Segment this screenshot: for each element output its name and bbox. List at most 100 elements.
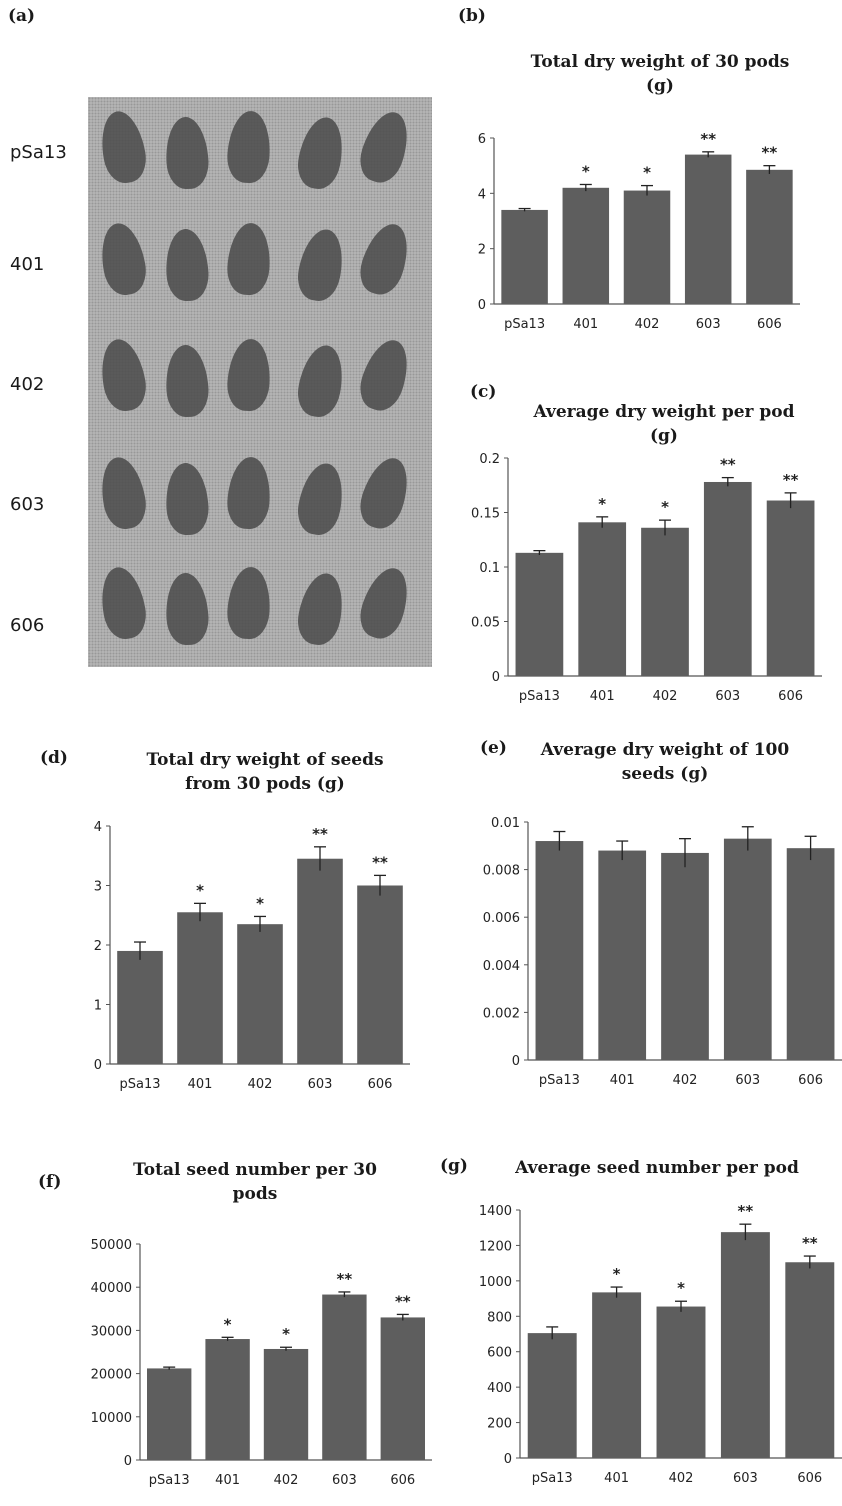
- y-tick-label: 400: [487, 1381, 512, 1396]
- significance-label: **: [783, 471, 799, 489]
- y-tick-label: 3: [94, 880, 102, 895]
- y-tick-label: 600: [487, 1346, 512, 1361]
- y-tick-label: 10000: [91, 1411, 132, 1426]
- bar: [528, 1333, 577, 1458]
- y-tick-label: 40000: [91, 1281, 132, 1296]
- x-tick-label: 603: [733, 1471, 758, 1486]
- x-tick-label: 606: [798, 1073, 823, 1088]
- y-tick-label: 1200: [479, 1239, 512, 1254]
- x-tick-label: 402: [673, 1073, 698, 1088]
- bar: [787, 848, 835, 1060]
- y-tick-label: 0.05: [471, 616, 500, 631]
- x-tick-label: 402: [248, 1077, 273, 1092]
- bar: [536, 841, 584, 1060]
- x-tick-label: 603: [332, 1473, 357, 1488]
- significance-label: *: [613, 1265, 621, 1283]
- bar: [117, 951, 163, 1064]
- significance-label: *: [677, 1279, 685, 1297]
- x-tick-label: 606: [757, 317, 782, 332]
- significance-label: *: [582, 162, 590, 180]
- x-tick-label: 603: [696, 317, 721, 332]
- bar: [592, 1292, 641, 1458]
- y-tick-label: 800: [487, 1310, 512, 1325]
- y-tick-label: 0: [94, 1058, 102, 1073]
- significance-label: **: [802, 1234, 818, 1252]
- y-tick-label: 0: [124, 1454, 132, 1469]
- y-tick-label: 30000: [91, 1324, 132, 1339]
- bar: [598, 851, 646, 1060]
- y-tick-label: 1000: [479, 1275, 512, 1290]
- x-tick-label: pSa13: [504, 317, 545, 332]
- y-tick-label: 200: [487, 1417, 512, 1432]
- x-tick-label: 603: [735, 1073, 760, 1088]
- bar: [746, 170, 793, 304]
- significance-label: **: [372, 853, 388, 871]
- significance-label: **: [337, 1270, 353, 1288]
- bar: [297, 859, 343, 1064]
- y-tick-label: 6: [478, 132, 486, 147]
- x-tick-label: 402: [635, 317, 660, 332]
- bar: [721, 1232, 770, 1458]
- x-tick-label: pSa13: [532, 1471, 573, 1486]
- y-tick-label: 0.006: [483, 911, 520, 926]
- x-tick-label: 603: [715, 689, 740, 704]
- bar: [501, 210, 548, 304]
- x-tick-label: 402: [274, 1473, 299, 1488]
- bar: [785, 1262, 834, 1458]
- y-tick-label: 1400: [479, 1204, 512, 1219]
- y-tick-label: 2: [94, 939, 102, 954]
- x-tick-label: 606: [797, 1471, 822, 1486]
- bar: [685, 155, 732, 304]
- bar: [237, 924, 283, 1064]
- significance-label: **: [762, 144, 778, 162]
- bar: [381, 1317, 425, 1460]
- bar: [578, 522, 626, 676]
- y-tick-label: 50000: [91, 1238, 132, 1253]
- bar: [205, 1339, 249, 1460]
- bar: [641, 528, 689, 676]
- y-tick-label: 4: [94, 820, 102, 835]
- y-tick-label: 0.2: [479, 452, 500, 467]
- x-tick-label: 401: [215, 1473, 240, 1488]
- bar: [264, 1349, 308, 1460]
- y-tick-label: 0: [512, 1054, 520, 1069]
- y-tick-label: 20000: [91, 1368, 132, 1383]
- bar: [177, 912, 223, 1064]
- significance-label: **: [720, 456, 736, 474]
- x-tick-label: 401: [188, 1077, 213, 1092]
- x-tick-label: 606: [778, 689, 803, 704]
- y-tick-label: 0.002: [483, 1006, 520, 1021]
- y-tick-label: 0.1: [479, 561, 500, 576]
- bar: [147, 1368, 191, 1460]
- y-tick-label: 2: [478, 243, 486, 258]
- x-tick-label: 402: [669, 1471, 694, 1486]
- bar: [563, 188, 610, 304]
- bar: [767, 501, 815, 676]
- y-tick-label: 4: [478, 187, 486, 202]
- significance-label: *: [643, 164, 651, 182]
- significance-label: **: [700, 130, 716, 148]
- x-tick-label: 401: [610, 1073, 635, 1088]
- significance-label: **: [395, 1292, 411, 1310]
- x-tick-label: 606: [390, 1473, 415, 1488]
- y-tick-label: 0: [478, 298, 486, 313]
- bar: [357, 886, 403, 1065]
- bar: [704, 482, 752, 676]
- significance-label: *: [598, 495, 606, 513]
- significance-label: *: [196, 881, 204, 899]
- bar: [661, 853, 709, 1060]
- y-tick-label: 0.01: [491, 816, 520, 831]
- significance-label: *: [224, 1315, 232, 1333]
- x-tick-label: 606: [368, 1077, 393, 1092]
- x-tick-label: 402: [653, 689, 678, 704]
- significance-label: **: [738, 1202, 754, 1220]
- x-tick-label: 401: [604, 1471, 629, 1486]
- x-tick-label: pSa13: [519, 689, 560, 704]
- bar: [516, 553, 564, 676]
- significance-label: *: [256, 894, 264, 912]
- x-tick-label: pSa13: [149, 1473, 190, 1488]
- bar: [724, 839, 772, 1060]
- y-tick-label: 1: [94, 999, 102, 1014]
- y-tick-label: 0.008: [483, 864, 520, 879]
